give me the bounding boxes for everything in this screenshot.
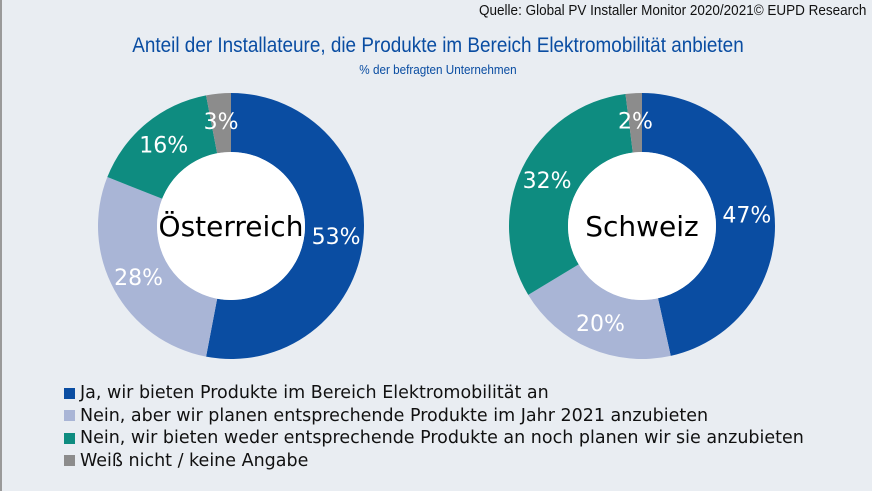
- legend-swatch: [64, 455, 75, 467]
- slice-data-label: 2%: [618, 110, 653, 135]
- legend-swatch: [64, 387, 75, 399]
- donut-slice: [528, 264, 671, 359]
- donut-slice: [625, 93, 642, 153]
- donut-slice: [509, 94, 633, 295]
- donut-hole: [157, 152, 305, 300]
- legend-label: Weiß nicht / keine Angabe: [80, 450, 309, 471]
- legend-item: Nein, wir bieten weder entsprechende Pro…: [64, 427, 804, 450]
- donut-slice: [206, 93, 364, 359]
- slice-data-label: 28%: [114, 266, 163, 291]
- slice-data-label: 16%: [139, 134, 188, 159]
- donut-slice: [642, 93, 776, 356]
- donut-center-label: Österreich: [159, 209, 304, 243]
- legend-item: Nein, aber wir planen entsprechende Prod…: [64, 405, 804, 428]
- legend-swatch: [64, 432, 75, 444]
- legend-label: Ja, wir bieten Produkte im Bereich Elekt…: [80, 383, 549, 403]
- donut-center-label: Schweiz: [585, 210, 699, 243]
- legend-label: Nein, wir bieten weder entsprechende Pro…: [80, 428, 804, 448]
- slice-data-label: 47%: [722, 204, 771, 229]
- legend-label: Nein, aber wir planen entsprechende Prod…: [80, 405, 709, 426]
- chart-title: Anteil der Installateure, die Produkte i…: [132, 34, 744, 57]
- slice-data-label: 53%: [312, 225, 361, 250]
- donut-hole: [568, 152, 716, 300]
- chart-subtitle: % der befragten Unternehmen: [359, 62, 517, 77]
- slice-data-label: 20%: [576, 312, 625, 337]
- legend: Ja, wir bieten Produkte im Bereich Elekt…: [64, 382, 804, 472]
- slice-data-label: 32%: [523, 169, 572, 194]
- donut-slice: [206, 93, 231, 154]
- source-note: Quelle: Global PV Installer Monitor 2020…: [478, 2, 866, 19]
- legend-item: Weiß nicht / keine Angabe: [64, 450, 804, 473]
- slice-data-label: 3%: [204, 110, 239, 135]
- legend-swatch: [64, 410, 75, 422]
- donut-slice: [98, 177, 218, 357]
- donut-slice: [107, 95, 218, 199]
- legend-item: Ja, wir bieten Produkte im Bereich Elekt…: [64, 382, 804, 405]
